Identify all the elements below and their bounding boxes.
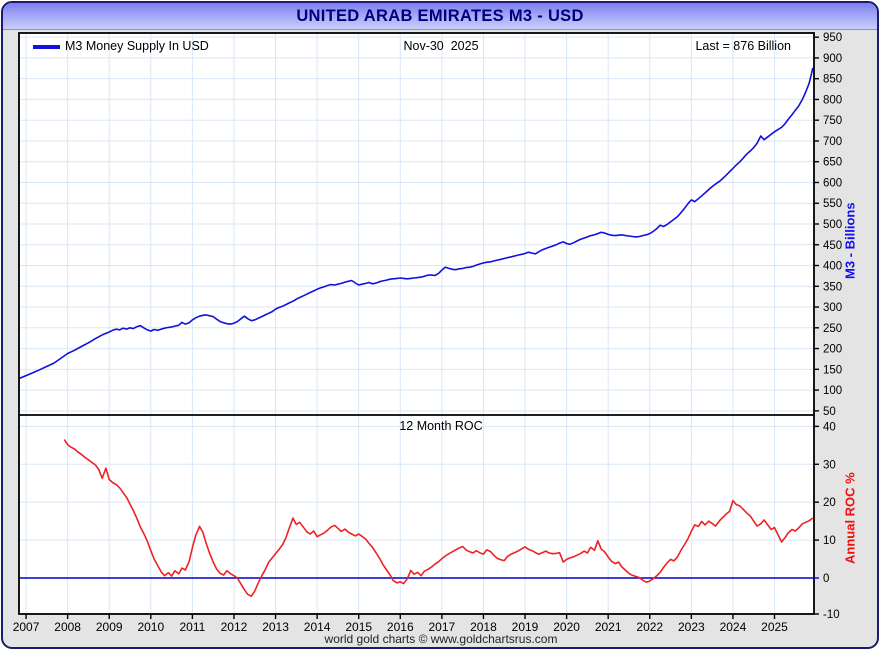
svg-text:100: 100 (823, 385, 842, 397)
svg-text:2020: 2020 (553, 620, 580, 634)
svg-text:10: 10 (823, 535, 836, 547)
svg-text:30: 30 (823, 459, 836, 471)
svg-text:2009: 2009 (96, 620, 123, 634)
svg-text:0: 0 (823, 573, 829, 585)
m3-legend-label: M3 Money Supply In USD (65, 39, 209, 53)
svg-text:700: 700 (823, 136, 842, 148)
svg-text:2010: 2010 (137, 620, 164, 634)
y-axis-title-roc: Annual ROC % (842, 472, 858, 565)
svg-text:850: 850 (823, 74, 842, 86)
m3-legend-swatch (33, 45, 60, 49)
svg-text:2021: 2021 (595, 620, 622, 634)
svg-text:50: 50 (823, 406, 836, 418)
svg-text:150: 150 (823, 364, 842, 376)
svg-text:2022: 2022 (636, 620, 663, 634)
svg-text:2013: 2013 (262, 620, 289, 634)
svg-text:-10: -10 (823, 609, 840, 621)
svg-text:450: 450 (823, 240, 842, 252)
svg-text:2011: 2011 (179, 620, 205, 634)
svg-text:500: 500 (823, 219, 842, 231)
footer-credit: world gold charts © www.goldchartsrus.co… (324, 632, 558, 646)
svg-text:900: 900 (823, 53, 842, 65)
svg-text:2007: 2007 (13, 620, 40, 634)
plot-background (19, 33, 814, 614)
svg-text:950: 950 (823, 32, 842, 44)
title-bar: UNITED ARAB EMIRATES M3 - USD (3, 3, 877, 30)
svg-text:2008: 2008 (54, 620, 81, 634)
grid-lines (19, 33, 814, 614)
svg-text:2017: 2017 (429, 620, 456, 634)
svg-text:40: 40 (823, 421, 836, 433)
m3-line (19, 67, 814, 380)
y-axis-title-m3: M3 - Billions (842, 202, 858, 279)
plot-border (18, 32, 815, 615)
svg-text:2015: 2015 (345, 620, 372, 634)
svg-text:2023: 2023 (678, 620, 705, 634)
roc-panel-title: 12 Month ROC (399, 419, 483, 433)
svg-text:2025: 2025 (761, 620, 788, 634)
svg-text:2014: 2014 (304, 620, 331, 634)
svg-text:2024: 2024 (720, 620, 747, 634)
svg-text:250: 250 (823, 323, 842, 335)
page-title: UNITED ARAB EMIRATES M3 - USD (296, 7, 584, 25)
chart-canvas: 9509008508007507006506005505004504003503… (13, 32, 842, 634)
svg-text:2012: 2012 (221, 620, 248, 634)
svg-text:200: 200 (823, 344, 842, 356)
svg-text:2019: 2019 (512, 620, 539, 634)
svg-text:750: 750 (823, 115, 842, 127)
svg-text:800: 800 (823, 94, 842, 106)
svg-text:600: 600 (823, 177, 842, 189)
svg-text:400: 400 (823, 261, 842, 273)
svg-text:350: 350 (823, 281, 842, 293)
svg-text:2016: 2016 (387, 620, 414, 634)
roc-line (63, 439, 814, 597)
y-axis-labels: 9509008508007507006506005505004504003503… (814, 32, 842, 621)
chart-date-label: Nov-30 2025 (403, 39, 479, 53)
svg-text:20: 20 (823, 497, 836, 509)
svg-text:650: 650 (823, 157, 842, 169)
svg-text:300: 300 (823, 302, 842, 314)
svg-text:2018: 2018 (470, 620, 497, 634)
x-axis-labels: 2007 2008 2009 2010 2011 2012 2013 2014 2015 2016… (13, 614, 788, 634)
svg-text:550: 550 (823, 198, 842, 210)
last-value-label: Last = 876 Billion (695, 39, 791, 53)
